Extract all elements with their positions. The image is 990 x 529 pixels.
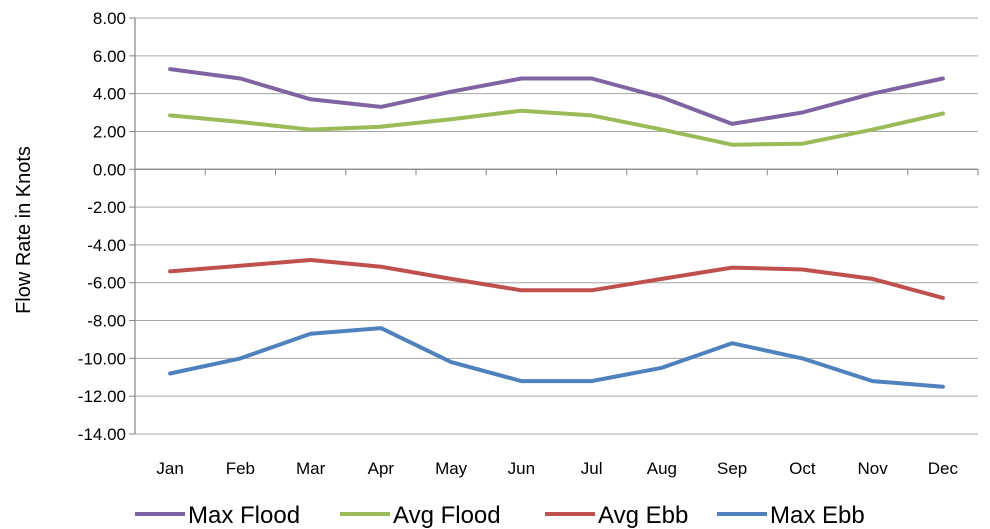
y-tick-label: -2.00	[87, 198, 126, 217]
legend-item-max-flood: Max Flood	[135, 502, 300, 529]
x-tick-label: May	[435, 459, 468, 478]
x-tick-label: Jan	[156, 459, 183, 478]
y-tick-label: -14.00	[78, 425, 126, 444]
legend-item-max-ebb: Max Ebb	[717, 502, 865, 529]
y-tick-label: 8.00	[93, 9, 126, 28]
legend-label: Avg Flood	[393, 502, 501, 529]
y-tick-label: 2.00	[93, 122, 126, 141]
y-tick-labels: 8.00 6.00 4.00 2.00 0.00 -2.00 -4.00 -6.00 -8.00…	[78, 9, 126, 444]
legend-label: Max Flood	[188, 502, 300, 529]
x-tick-label: Oct	[789, 459, 816, 478]
series-line-avg-flood	[168, 108, 945, 147]
y-tick-label: 4.00	[93, 85, 126, 104]
y-tick-label: 0.00	[93, 160, 126, 179]
x-tick-label: Feb	[226, 459, 255, 478]
legend-label: Avg Ebb	[598, 502, 688, 529]
legend-label: Max Ebb	[770, 502, 865, 529]
y-tick-label: -4.00	[87, 236, 126, 255]
legend: Max Flood Avg Flood Avg Ebb Max Ebb	[135, 502, 865, 529]
series-line-max-ebb	[168, 326, 945, 389]
y-tick-label: -12.00	[78, 387, 126, 406]
legend-item-avg-ebb: Avg Ebb	[545, 502, 688, 529]
x-tick-labels: Jan Feb Mar Apr May Jun Jul Aug Sep Oct Nov Dec	[156, 459, 958, 478]
y-tick-label: 6.00	[93, 47, 126, 66]
series-line-max-flood	[168, 67, 945, 126]
y-tick-label: -6.00	[87, 274, 126, 293]
x-tick-label: Jul	[581, 459, 603, 478]
legend-item-avg-flood: Avg Flood	[340, 502, 501, 529]
axes	[134, 18, 979, 434]
gridlines	[129, 17, 978, 435]
x-tick-label: Nov	[858, 459, 889, 478]
x-tick-label: Jun	[508, 459, 535, 478]
x-tick-label: Apr	[368, 459, 395, 478]
y-tick-label: -8.00	[87, 312, 126, 331]
x-tick-label: Aug	[647, 459, 677, 478]
y-axis-title: Flow Rate in Knots	[13, 146, 35, 314]
x-tick-label: Mar	[296, 459, 326, 478]
y-tick-label: -10.00	[78, 349, 126, 368]
series-line-avg-ebb	[168, 258, 945, 300]
series-lines	[168, 67, 945, 389]
x-tick-label: Sep	[717, 459, 747, 478]
x-tick-label: Dec	[928, 459, 959, 478]
